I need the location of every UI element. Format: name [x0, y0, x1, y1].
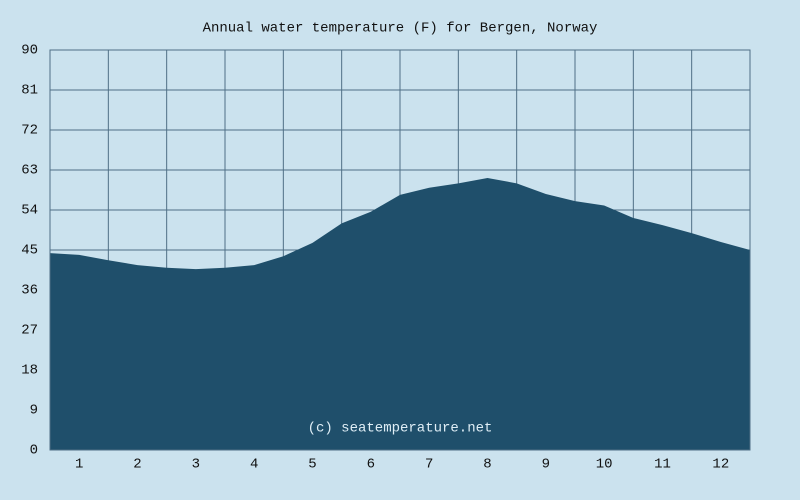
- y-tick-label: 27: [21, 323, 38, 339]
- y-tick-label: 81: [21, 83, 38, 99]
- x-tick-label: 4: [250, 457, 258, 473]
- x-tick-label: 9: [542, 457, 550, 473]
- x-tick-label: 5: [308, 457, 316, 473]
- plot-border: [49, 49, 751, 451]
- x-tick-label: 8: [483, 457, 491, 473]
- x-tick-label: 3: [192, 457, 200, 473]
- x-tick-label: 2: [133, 457, 141, 473]
- x-tick-label: 12: [712, 457, 729, 473]
- x-tick-label: 10: [596, 457, 613, 473]
- y-tick-label: 90: [21, 43, 38, 59]
- y-tick-label: 54: [21, 203, 38, 219]
- y-tick-label: 45: [21, 243, 38, 259]
- y-tick-label: 0: [30, 443, 38, 459]
- watermark: (c) seatemperature.net: [308, 421, 493, 437]
- chart-title: Annual water temperature (F) for Bergen,…: [203, 21, 598, 37]
- y-tick-label: 36: [21, 283, 38, 299]
- plot: [50, 178, 750, 450]
- x-tick-label: 11: [654, 457, 671, 473]
- x-tick-label: 6: [367, 457, 375, 473]
- x-tick-label: 1: [75, 457, 83, 473]
- x-tick-label: 7: [425, 457, 433, 473]
- area: [50, 178, 750, 450]
- y-tick-label: 72: [21, 123, 38, 139]
- y-tick-label: 63: [21, 163, 38, 179]
- y-tick-label: 18: [21, 363, 38, 379]
- y-tick-label: 9: [30, 403, 38, 419]
